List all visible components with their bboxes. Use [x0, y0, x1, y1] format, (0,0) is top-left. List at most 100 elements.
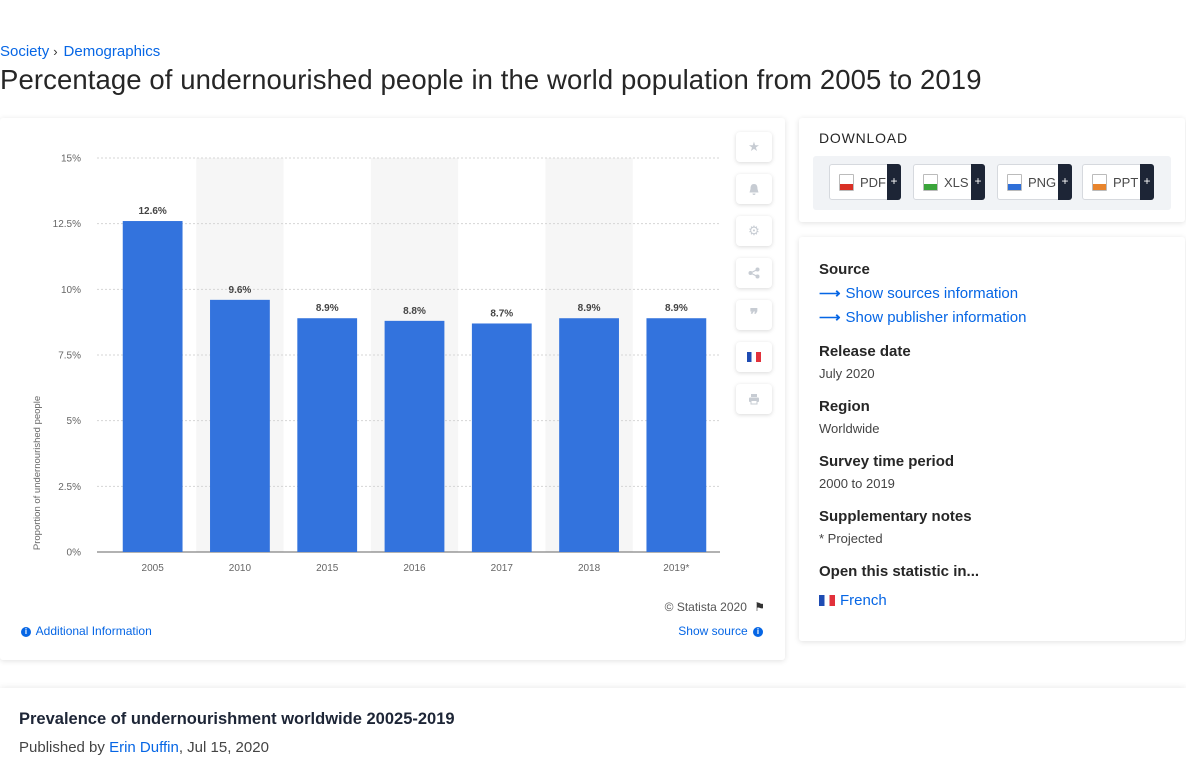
- value-label: 9.6%: [229, 285, 252, 296]
- open-statistic-label: Open this statistic in...: [819, 563, 980, 580]
- french-flag-icon: [747, 352, 761, 362]
- report-flag-icon[interactable]: ⚑: [754, 600, 765, 614]
- region-label: Region: [819, 398, 870, 415]
- statistic-details: Source ⟶ Show sources information ⟶ Show p…: [799, 237, 1185, 641]
- value-label: 8.9%: [665, 303, 688, 314]
- bar: [646, 318, 707, 552]
- y-tick-label: 5%: [67, 416, 82, 427]
- x-tick-label: 2010: [229, 563, 252, 574]
- open-in-french-link[interactable]: French: [819, 592, 887, 609]
- bar: [559, 318, 619, 552]
- supplementary-notes-value: * Projected: [819, 531, 883, 546]
- y-tick-label: 2.5%: [58, 482, 81, 493]
- bar-chart: 0% 2.5% 5% 7.5% 10% 12.5% 15% 12.6% 9.6% 8.9% 8.8…: [32, 154, 720, 574]
- share-button[interactable]: [736, 258, 772, 288]
- published-date: , Jul 15, 2020: [178, 739, 269, 756]
- breadcrumb-society[interactable]: Society: [0, 43, 50, 60]
- download-ppt-button[interactable]: PPT +: [1082, 164, 1154, 200]
- value-label: 8.8%: [403, 306, 426, 317]
- x-tick-label: 2018: [578, 563, 601, 574]
- additional-info-link[interactable]: i Additional Information: [19, 624, 152, 638]
- copyright-text: © Statista 2020: [664, 600, 747, 614]
- copyright: © Statista 2020 ⚑: [665, 600, 765, 614]
- pdf-file-icon: [839, 173, 854, 191]
- gear-icon: ⚙: [748, 223, 760, 238]
- plus-icon: +: [1058, 164, 1072, 200]
- chart-tools: ★ ⚙ ❞: [736, 132, 772, 426]
- star-icon: ★: [748, 139, 760, 154]
- arrow-right-icon: ⟶: [819, 309, 841, 326]
- share-icon: [748, 267, 760, 279]
- breadcrumb-demographics[interactable]: Demographics: [63, 43, 161, 60]
- download-png-button[interactable]: PNG +: [997, 164, 1072, 200]
- show-sources-link[interactable]: ⟶ Show sources information: [819, 284, 1018, 302]
- release-date-label: Release date: [819, 343, 911, 360]
- value-label: 12.6%: [138, 206, 166, 217]
- show-publisher-link[interactable]: ⟶ Show publisher information: [819, 308, 1026, 326]
- download-pdf-button[interactable]: PDF +: [829, 164, 901, 200]
- value-label: 8.7%: [490, 308, 513, 319]
- x-tick-label: 2016: [403, 563, 426, 574]
- x-tick-label: 2015: [316, 563, 339, 574]
- x-tick-label: 2017: [491, 563, 514, 574]
- y-tick-label: 12.5%: [53, 219, 81, 230]
- page-title: Percentage of undernourished people in t…: [0, 64, 982, 95]
- bar: [384, 320, 445, 552]
- y-tick-label: 7.5%: [58, 351, 81, 362]
- open-in-french-label: French: [840, 592, 887, 609]
- notification-button[interactable]: [736, 174, 772, 204]
- source-label: Source: [819, 261, 870, 278]
- release-date-value: July 2020: [819, 366, 875, 381]
- chart-bars: [122, 221, 707, 552]
- show-publisher-label: Show publisher information: [845, 309, 1027, 326]
- xls-file-icon: [923, 173, 938, 191]
- description-title: Prevalence of undernourishment worldwide…: [19, 710, 455, 728]
- bar: [210, 299, 270, 552]
- cite-button[interactable]: ❞: [736, 300, 772, 330]
- bar: [297, 318, 358, 552]
- breadcrumb-separator: ›: [53, 44, 58, 59]
- download-title: DOWNLOAD: [819, 130, 908, 146]
- value-label: 8.9%: [578, 303, 601, 314]
- published-prefix: Published by: [19, 739, 105, 756]
- download-ppt-label: PPT: [1113, 174, 1139, 190]
- x-tick-label: 2019*: [663, 563, 689, 574]
- download-xls-label: XLS: [944, 174, 969, 190]
- settings-button[interactable]: ⚙: [736, 216, 772, 246]
- region-value: Worldwide: [819, 421, 880, 436]
- published-by: Published by Erin Duffin, Jul 15, 2020: [19, 739, 269, 756]
- survey-period-value: 2000 to 2019: [819, 476, 895, 491]
- download-buttons: PDF + XLS + PNG + PPT +: [813, 156, 1171, 210]
- show-source-link[interactable]: Show source i: [678, 624, 765, 638]
- additional-info-label: Additional Information: [35, 624, 152, 638]
- x-tick-label: 2005: [142, 563, 165, 574]
- show-source-label: Show source: [678, 624, 748, 638]
- png-file-icon: [1007, 173, 1022, 191]
- info-icon: i: [21, 626, 31, 637]
- download-png-label: PNG: [1028, 174, 1057, 190]
- ppt-file-icon: [1092, 173, 1107, 191]
- bell-icon: [749, 183, 759, 195]
- bar: [471, 323, 532, 552]
- info-icon: i: [753, 626, 763, 637]
- print-icon: [749, 394, 759, 405]
- download-xls-button[interactable]: XLS +: [913, 164, 985, 200]
- value-label: 8.9%: [316, 303, 339, 314]
- breadcrumb: Society › Demographics: [0, 43, 160, 60]
- author-link[interactable]: Erin Duffin: [109, 739, 179, 756]
- value-labels: 12.6% 9.6% 8.9% 8.8% 8.7% 8.9% 8.9%: [138, 206, 687, 319]
- plus-icon: +: [971, 164, 985, 200]
- print-button[interactable]: [736, 384, 772, 414]
- french-flag-icon: [819, 595, 835, 606]
- show-sources-label: Show sources information: [845, 285, 1019, 302]
- download-card: DOWNLOAD PDF + XLS + PNG + PPT +: [799, 118, 1185, 222]
- y-axis-ticks: 0% 2.5% 5% 7.5% 10% 12.5% 15%: [53, 154, 81, 559]
- favorite-button[interactable]: ★: [736, 132, 772, 162]
- y-tick-label: 10%: [61, 285, 81, 296]
- chart-card: 0% 2.5% 5% 7.5% 10% 12.5% 15% 12.6% 9.6% 8.9% 8.8…: [0, 118, 785, 660]
- y-tick-label: 15%: [61, 154, 81, 165]
- language-button[interactable]: [736, 342, 772, 372]
- quote-icon: ❞: [749, 307, 759, 324]
- y-tick-label: 0%: [67, 548, 82, 559]
- y-axis-label: Proportion of undernourished people: [32, 396, 43, 550]
